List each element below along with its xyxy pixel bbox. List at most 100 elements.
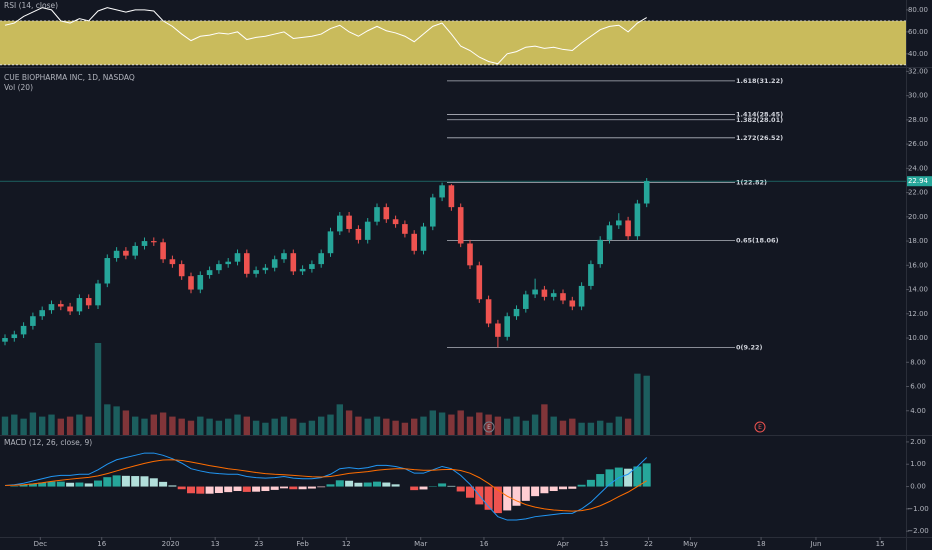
candle-body xyxy=(299,268,306,272)
macd-histogram-bar xyxy=(47,481,56,487)
volume-bar xyxy=(643,375,650,435)
volume-bar xyxy=(327,414,334,435)
volume-bar xyxy=(271,418,278,435)
y-tick-label: 80.00 xyxy=(908,6,928,14)
macd-histogram-bar xyxy=(233,486,242,492)
x-tick-label: Feb xyxy=(296,540,309,548)
candle-body xyxy=(281,253,287,260)
macd-histogram-bar xyxy=(177,486,186,490)
fib-label: 0(9.22) xyxy=(736,343,763,351)
candle-body xyxy=(206,270,213,276)
volume-bar xyxy=(513,416,520,435)
candle-body xyxy=(253,270,259,274)
macd-histogram-bar xyxy=(94,480,102,487)
candle-body xyxy=(392,219,399,225)
chart-title: CUE BIOPHARMA INC, 1D, NASDAQ xyxy=(4,73,135,82)
candle-body xyxy=(67,306,73,312)
volume-bar xyxy=(113,406,120,435)
volume-bar xyxy=(634,373,641,435)
volume-bar xyxy=(383,418,390,435)
x-tick-label: 15 xyxy=(876,540,885,548)
volume-bar xyxy=(308,420,316,435)
macd-histogram-bar xyxy=(140,476,149,487)
macd-histogram-bar xyxy=(568,486,577,489)
volume-bar xyxy=(169,416,176,435)
volume-bar xyxy=(290,418,297,435)
candle-body xyxy=(58,304,64,307)
candle-body xyxy=(430,197,436,227)
macd-histogram-bar xyxy=(549,486,558,492)
last-price-box xyxy=(907,176,932,187)
candle-body xyxy=(634,203,641,237)
candle-body xyxy=(39,310,45,317)
candle-body xyxy=(448,185,455,208)
candle-body xyxy=(225,261,231,265)
volume-bar xyxy=(345,410,353,435)
volume-bar xyxy=(215,420,223,435)
macd-histogram-bar xyxy=(624,468,633,487)
volume-bar xyxy=(11,414,18,435)
y-tick-label: 18.00 xyxy=(908,237,928,245)
volume-bar xyxy=(206,418,213,435)
y-tick-label: 30.00 xyxy=(908,92,928,100)
volume-bar xyxy=(85,416,92,435)
macd-histogram-bar xyxy=(280,486,288,489)
candle-body xyxy=(234,253,241,262)
candle-body xyxy=(467,243,473,266)
volume-bar xyxy=(122,410,130,435)
macd-histogram-bar xyxy=(586,479,595,487)
candle-body xyxy=(550,293,557,297)
candle-body xyxy=(30,316,36,326)
macd-histogram-bar xyxy=(484,486,493,510)
candle-body xyxy=(485,299,492,324)
x-tick-label: Mar xyxy=(414,540,427,548)
macd-histogram-bar xyxy=(456,486,465,492)
candle-body xyxy=(457,207,464,244)
volume-bar xyxy=(420,416,427,435)
volume-bar xyxy=(336,404,343,435)
x-tick-label: May xyxy=(683,540,697,548)
macd-histogram-bar xyxy=(605,469,614,487)
volume-label: Vol (20) xyxy=(4,83,33,92)
y-tick-label: 60.00 xyxy=(908,28,928,36)
macd-histogram-bar xyxy=(466,486,474,498)
volume-bar xyxy=(392,420,399,435)
volume-bar xyxy=(373,416,381,435)
x-tick-label: 22 xyxy=(644,540,653,548)
candle-body xyxy=(374,207,380,222)
macd-histogram-bar xyxy=(131,476,140,487)
x-tick-label: 13 xyxy=(211,540,220,548)
volume-bar xyxy=(569,418,576,435)
volume-bar xyxy=(225,418,232,435)
candle-body xyxy=(616,220,622,226)
volume-bar xyxy=(262,422,269,435)
volume-bar xyxy=(615,416,622,435)
volume-bar xyxy=(94,343,102,435)
macd-histogram-bar xyxy=(326,484,335,487)
y-tick-label: 2.00 xyxy=(910,438,926,446)
macd-histogram-bar xyxy=(196,486,205,494)
volume-bar xyxy=(587,422,595,435)
volume-bar xyxy=(20,418,27,435)
volume-bar xyxy=(29,412,37,435)
macd-histogram-bar xyxy=(317,486,326,488)
volume-bar xyxy=(466,416,474,435)
x-tick-label: Dec xyxy=(34,540,48,548)
macd-histogram-bar xyxy=(252,486,261,492)
candle-body xyxy=(123,250,129,256)
volume-bar xyxy=(485,414,492,435)
macd-histogram-bar xyxy=(633,466,642,487)
macd-histogram-bar xyxy=(19,484,28,487)
volume-bar xyxy=(234,414,241,435)
macd-histogram-bar xyxy=(66,482,75,487)
volume-bar xyxy=(429,410,436,435)
candle-body xyxy=(141,241,148,246)
candle-body xyxy=(169,259,176,265)
volume-bar xyxy=(197,416,204,435)
candle-body xyxy=(541,289,548,297)
earnings-marker xyxy=(483,421,495,433)
macd-histogram-bar xyxy=(373,481,381,487)
macd-histogram-bar xyxy=(103,477,112,487)
macd-histogram-bar xyxy=(112,475,121,487)
y-tick-label: 8.00 xyxy=(910,358,926,366)
